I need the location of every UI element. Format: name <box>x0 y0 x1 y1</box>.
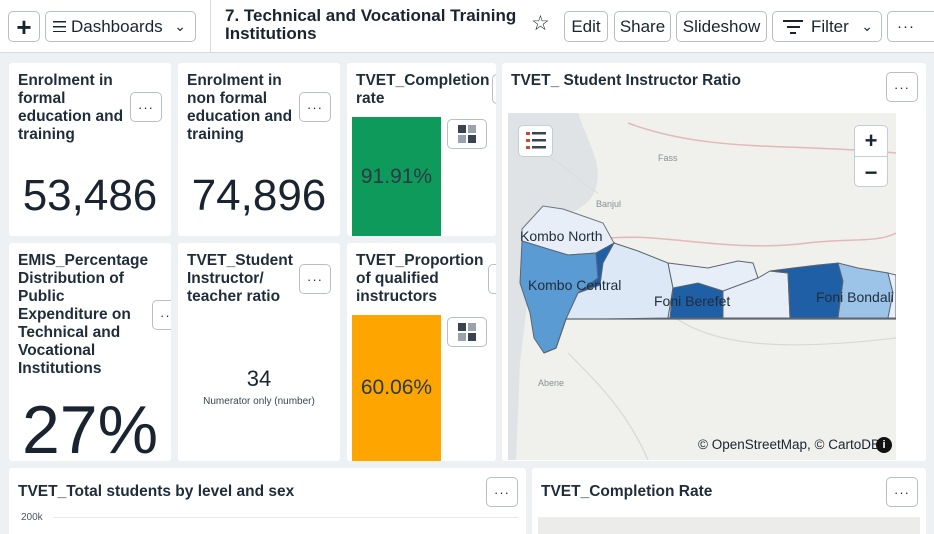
tile-completion-rate: TVET_Completion rate ··· 91.91% <box>347 63 496 236</box>
border-line <box>607 232 896 247</box>
tile-menu-button[interactable]: ··· <box>152 300 171 330</box>
visualization-type-button[interactable] <box>447 119 487 149</box>
tile-menu-button[interactable]: ··· <box>886 72 918 102</box>
chevron-down-icon: ⌄ <box>861 18 873 34</box>
road-line <box>567 352 649 460</box>
slideshow-button[interactable]: Slideshow <box>676 11 767 42</box>
place-label-kombo-central: Kombo Central <box>528 277 621 293</box>
map-canvas[interactable] <box>538 517 920 534</box>
tile-title: TVET_ Student Instructor Ratio <box>511 72 741 89</box>
place-label-foni-bondali: Foni Bondali <box>816 289 894 305</box>
tile-menu-button[interactable]: ··· <box>299 264 331 294</box>
place-label-abene: Abene <box>538 378 564 388</box>
place-label-foni-berefet: Foni Berefet <box>654 293 730 309</box>
tile-title: Enrolment in formal education and traini… <box>18 72 124 143</box>
grid-icon <box>458 323 476 341</box>
tile-menu-button[interactable]: ··· <box>130 92 162 122</box>
star-icon[interactable]: ☆ <box>531 12 550 35</box>
zoom-in-button[interactable]: + <box>855 126 887 157</box>
map-canvas[interactable]: Fass Banjul Kombo North Kombo Central Fo… <box>508 113 896 460</box>
tile-title: TVET_Completion rate <box>356 72 490 107</box>
big-number-value: 27% <box>21 392 159 461</box>
qualified-gauge: 60.06% <box>352 315 441 461</box>
add-item-button[interactable]: + <box>8 11 40 42</box>
list-icon <box>53 21 66 32</box>
tile-title: TVET_Proportion of qualified instructors <box>356 252 484 305</box>
tile-enrolment-formal: Enrolment in formal education and traini… <box>9 63 171 236</box>
zoom-out-button[interactable]: − <box>864 159 878 185</box>
zoom-control: + − <box>854 125 888 187</box>
big-number-value: 53,486 <box>22 171 158 220</box>
tile-menu-button[interactable]: ··· <box>886 477 918 507</box>
info-icon[interactable]: i <box>876 437 892 453</box>
border-line-south <box>543 318 896 354</box>
filter-button[interactable]: Filter ⌄ <box>772 11 882 42</box>
tile-students-by-level: TVET_Total students by level and sex ···… <box>9 468 526 534</box>
tile-menu-button[interactable]: ··· <box>299 92 331 122</box>
gridline <box>53 517 518 518</box>
tile-title: EMIS_Percentage Distribution of Public E… <box>18 252 149 377</box>
dashboard-toolbar: + Dashboards ⌄ 7. Technical and Vocation… <box>0 0 934 53</box>
tile-title: TVET_Completion Rate <box>541 483 713 500</box>
tile-student-instructor-ratio: TVET_Student Instructor/ teacher ratio ·… <box>178 243 340 461</box>
big-number-value: 74,896 <box>191 171 327 220</box>
legend-icon <box>525 132 546 149</box>
tile-qualified-instructors: TVET_Proportion of qualified instructors… <box>347 243 496 461</box>
edit-button[interactable]: Edit <box>564 11 608 42</box>
region-east-pale <box>887 272 896 319</box>
big-number-value: 34 <box>246 366 272 391</box>
tile-title: TVET_Total students by level and sex <box>18 483 295 500</box>
tile-title: Enrolment in non formal education and tr… <box>187 72 293 143</box>
tile-menu-button[interactable]: ··· <box>486 477 518 507</box>
map-svg: Fass Banjul Kombo North Kombo Central Fo… <box>508 113 896 460</box>
place-label-banjul: Banjul <box>596 199 621 209</box>
big-number-subtitle: Numerator only (number) <box>203 396 315 407</box>
legend-toggle-button[interactable] <box>518 125 553 157</box>
grid-icon <box>458 125 476 143</box>
place-label-fass: Fass <box>658 153 678 163</box>
tile-menu-button[interactable]: ··· <box>488 264 496 294</box>
place-label-kombo-north: Kombo North <box>520 228 602 244</box>
road-line <box>667 312 896 346</box>
dashboard-title: 7. Technical and Vocational Training Ins… <box>225 6 517 43</box>
filter-icon <box>783 19 803 34</box>
visualization-type-button[interactable] <box>447 317 487 347</box>
dashboards-label: Dashboards <box>71 16 163 36</box>
y-axis-tick: 200k <box>21 512 43 523</box>
chevron-down-icon: ⌄ <box>174 18 186 34</box>
ocean-area <box>508 113 598 460</box>
tile-menu-button[interactable]: ··· <box>492 74 496 104</box>
map-attribution[interactable]: © OpenStreetMap, © CartoDB <box>698 437 880 452</box>
dashboards-dropdown[interactable]: Dashboards ⌄ <box>45 11 196 42</box>
tile-map-student-instructor: TVET_ Student Instructor Ratio ··· <box>502 63 926 461</box>
completion-gauge: 91.91% <box>352 117 441 236</box>
tile-completion-rate-map: TVET_Completion Rate ··· <box>532 468 926 534</box>
filter-label: Filter <box>811 16 849 36</box>
tile-title: TVET_Student Instructor/ teacher ratio <box>187 252 293 305</box>
toolbar-divider <box>210 0 211 53</box>
tile-emis-expenditure: EMIS_Percentage Distribution of Public E… <box>9 243 171 461</box>
more-options-button[interactable]: ··· <box>887 11 934 42</box>
tile-enrolment-nonformal: Enrolment in non formal education and tr… <box>178 63 340 236</box>
share-button[interactable]: Share <box>614 11 671 42</box>
